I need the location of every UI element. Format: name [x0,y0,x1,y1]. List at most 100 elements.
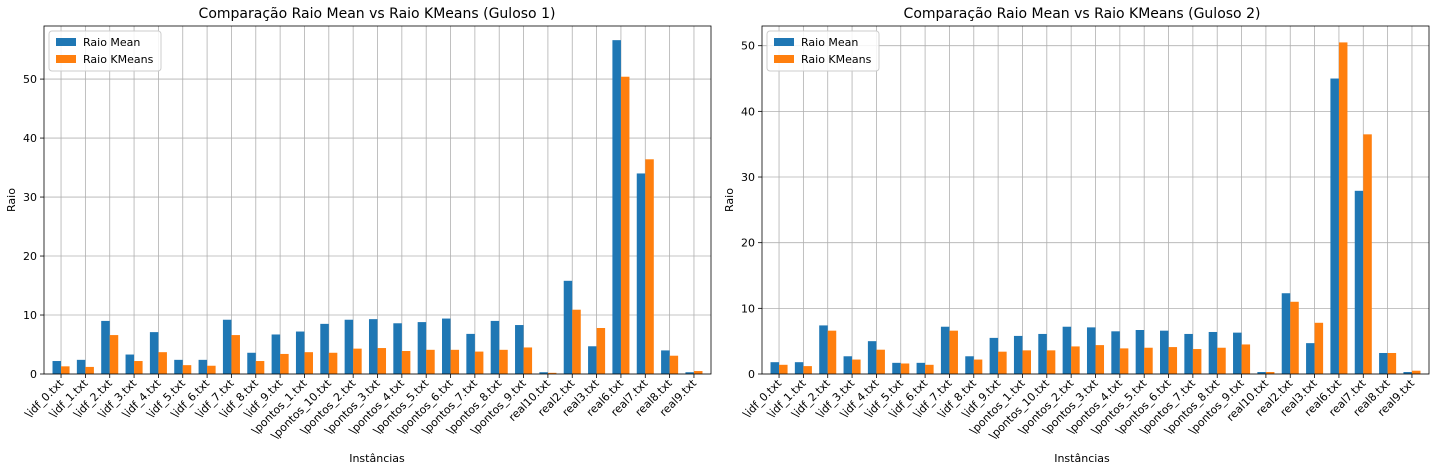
bar [867,341,877,374]
legend-label: Raio Mean [83,36,140,49]
bar [1071,346,1080,374]
bar [770,362,780,374]
chart-guloso-1: Comparação Raio Mean vs Raio KMeans (Gul… [5,6,712,465]
bar [174,359,183,374]
grid-lines [44,26,711,375]
bar [1411,370,1421,374]
bar [685,372,694,374]
bar [588,346,597,374]
bar [344,319,354,374]
bar [1363,134,1372,374]
bar [377,348,387,374]
bar [949,330,958,374]
legend-label: Raio KMeans [83,53,154,66]
bar [940,326,950,374]
bar [612,40,621,374]
bar [1160,330,1169,374]
bar [539,372,548,374]
chart-title: Comparação Raio Mean vs Raio KMeans (Gul… [904,6,1261,22]
y-tick-label: 0 [30,368,37,381]
bar [843,356,853,374]
bar [417,322,427,374]
chart-guloso-2: Comparação Raio Mean vs Raio KMeans (Gul… [723,6,1430,465]
bar [304,352,313,374]
bar [328,352,338,374]
axes: 01020304050\idf_0.txt\idf_1.txt\idf_2.tx… [22,25,712,442]
bar [109,335,119,374]
y-tick-label: 30 [23,191,37,204]
bar [134,361,143,374]
bar [247,352,256,374]
x-axis-label: Instâncias [1054,452,1110,465]
bar [669,355,679,374]
bar [892,362,901,374]
chart-title: Comparação Raio Mean vs Raio KMeans (Gul… [199,6,556,22]
bar [1119,348,1129,374]
bar [231,335,240,374]
bar [794,362,804,374]
bar [52,361,62,374]
bar [645,159,654,374]
bar [620,76,630,374]
legend-box [48,30,162,72]
bar [401,350,411,374]
legend-swatch [56,38,76,46]
bar [1387,352,1397,374]
legend-swatch [774,55,794,63]
legend-label: Raio Mean [801,36,858,49]
bar [255,361,265,374]
bar [1095,345,1105,374]
axes: 01020304050\idf_0.txt\idf_1.txt\idf_2.tx… [740,25,1430,442]
bar [499,349,508,374]
bar [320,323,329,374]
bar [101,320,110,374]
legend-box [766,30,880,72]
bar [563,280,573,374]
bar [368,319,378,374]
bar [1022,350,1031,374]
legend: Raio Mean Raio KMeans [48,30,162,72]
bar [1306,343,1315,374]
y-tick-label: 40 [23,132,37,145]
bar [998,351,1007,374]
bar [466,333,475,374]
bar [1314,322,1324,374]
legend-swatch [774,38,794,46]
y-tick-label: 50 [23,73,37,86]
bar [515,325,524,374]
bar [1144,347,1153,374]
bar [1168,347,1178,374]
bar [1208,331,1218,374]
bar [1354,190,1364,374]
plot-frame [43,25,712,375]
y-tick-label: 10 [23,309,37,322]
bar [900,363,910,374]
bar [182,365,192,374]
bar [222,319,232,374]
bar [876,349,885,374]
bar [547,372,557,374]
bar [353,348,362,374]
y-tick-label: 20 [741,237,755,250]
legend: Raio Mean Raio KMeans [766,30,880,72]
bar [426,349,435,374]
bar [158,352,167,374]
bar [779,364,788,374]
bar [693,371,703,374]
y-axis-label: Raio [723,188,736,212]
legend-swatch [56,55,76,63]
bar [827,330,837,374]
bar [1330,78,1339,374]
bar [925,364,934,374]
bar [1086,327,1096,374]
y-tick-label: 50 [741,40,755,53]
bar [572,309,581,374]
bar [61,366,70,374]
bar [1046,350,1056,374]
bar [125,354,135,374]
bar [1281,293,1291,374]
bar [1013,335,1023,374]
bar [1062,326,1072,374]
bar [393,323,402,374]
